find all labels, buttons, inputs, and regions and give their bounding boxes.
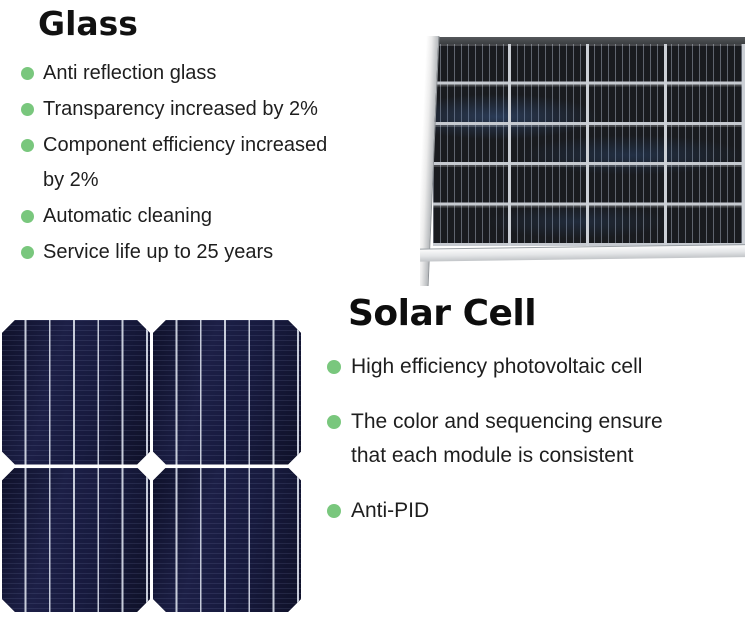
- green-dot-icon: [327, 504, 341, 518]
- solar-cell-image: [2, 320, 150, 465]
- solar-cell-feature-text: Anti-PID: [351, 499, 430, 522]
- glass-feature-text: Component efficiency increased by 2%: [43, 134, 328, 191]
- glass-feature-text: Anti reflection glass: [43, 62, 217, 84]
- glass-feature-list: Anti reflection glass Transparency incre…: [21, 56, 421, 271]
- solar-panel-photo: [420, 25, 745, 293]
- solar-cell-image: [153, 320, 301, 465]
- solar-cell-image: [2, 468, 150, 613]
- glass-feature-text: Automatic cleaning: [43, 205, 212, 227]
- list-item: Anti reflection glass: [21, 56, 421, 91]
- list-item: Service life up to 25 years: [21, 235, 421, 270]
- green-dot-icon: [21, 139, 34, 152]
- panel-silver-frame-bottom: [420, 244, 745, 262]
- list-item: Anti-PID: [327, 494, 737, 528]
- panel-cell-grid: [433, 44, 745, 246]
- list-item: The color and sequencing ensure that eac…: [327, 405, 737, 473]
- green-dot-icon: [21, 210, 34, 223]
- glass-section-title: Glass: [38, 4, 138, 43]
- list-item: Transparency increased by 2%: [21, 92, 421, 127]
- solar-cell-feature-list: High efficiency photovoltaic cell The co…: [327, 350, 737, 549]
- panel-top-edge: [428, 37, 745, 44]
- solar-cell-section-title: Solar Cell: [348, 293, 537, 334]
- list-item: Automatic cleaning: [21, 199, 421, 234]
- list-item: High efficiency photovoltaic cell: [327, 350, 737, 384]
- green-dot-icon: [327, 360, 341, 374]
- green-dot-icon: [21, 67, 34, 80]
- solar-cell-feature-text: High efficiency photovoltaic cell: [351, 355, 643, 378]
- glass-feature-text: Service life up to 25 years: [43, 241, 274, 263]
- green-dot-icon: [21, 103, 34, 116]
- green-dot-icon: [21, 246, 34, 259]
- list-item: Component efficiency increased by 2%: [21, 128, 421, 198]
- solar-cells-photo: [2, 320, 301, 612]
- glass-feature-text: Transparency increased by 2%: [43, 98, 318, 120]
- solar-cell-image: [153, 468, 301, 613]
- solar-cell-feature-text: The color and sequencing ensure that eac…: [351, 410, 663, 467]
- green-dot-icon: [327, 415, 341, 429]
